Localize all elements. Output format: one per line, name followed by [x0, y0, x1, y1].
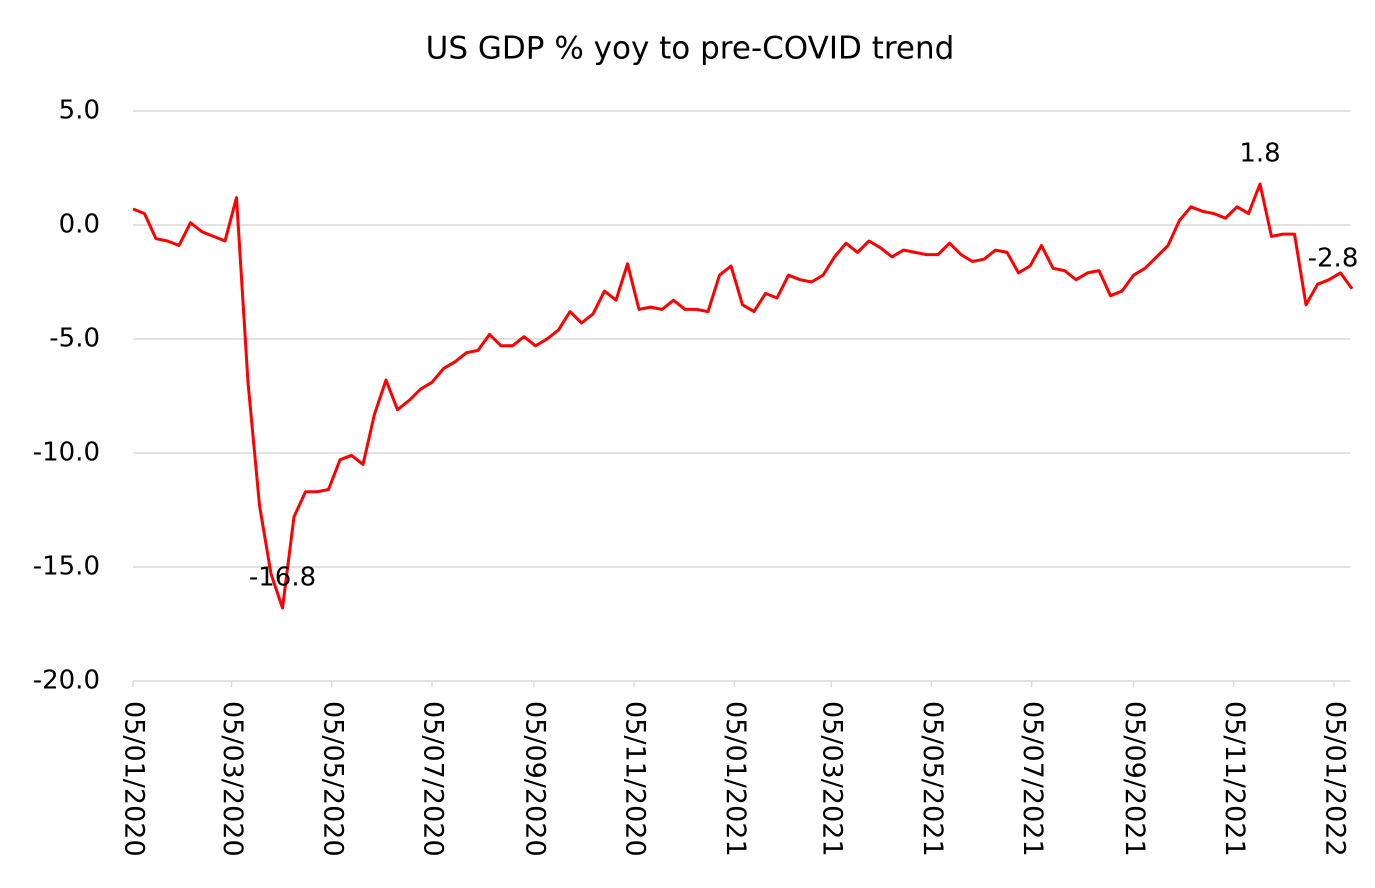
x-tick-label: 05/01/2020 — [119, 701, 150, 857]
x-tick-label: 05/01/2022 — [1319, 701, 1350, 857]
y-tick-label: -15.0 — [33, 552, 100, 582]
x-tick-label: 05/11/2021 — [1219, 701, 1250, 857]
x-tick-label: 05/03/2020 — [217, 701, 248, 857]
chart-title: US GDP % yoy to pre-COVID trend — [426, 31, 955, 67]
data-label: -2.8 — [1308, 243, 1359, 273]
data-label: 1.8 — [1239, 138, 1280, 168]
x-tick-label: 05/05/2021 — [917, 701, 948, 857]
x-tick-label: 05/09/2020 — [519, 701, 550, 857]
x-tick-label: 05/01/2021 — [720, 701, 751, 857]
x-tick-label: 05/07/2021 — [1017, 701, 1048, 857]
y-tick-label: -10.0 — [33, 438, 100, 468]
x-tick-label: 05/07/2020 — [418, 701, 449, 857]
x-tick-label: 05/09/2021 — [1119, 701, 1150, 857]
x-tick-label: 05/11/2020 — [620, 701, 651, 857]
x-tick-label: 05/03/2021 — [817, 701, 848, 857]
x-tick-label: 05/05/2020 — [317, 701, 348, 857]
y-tick-label: 0.0 — [59, 210, 100, 240]
y-tick-label: 5.0 — [59, 96, 100, 126]
y-tick-label: -20.0 — [33, 666, 100, 696]
line — [132, 182, 1354, 610]
data-label: -16.8 — [249, 563, 316, 593]
y-tick-label: -5.0 — [49, 324, 100, 354]
